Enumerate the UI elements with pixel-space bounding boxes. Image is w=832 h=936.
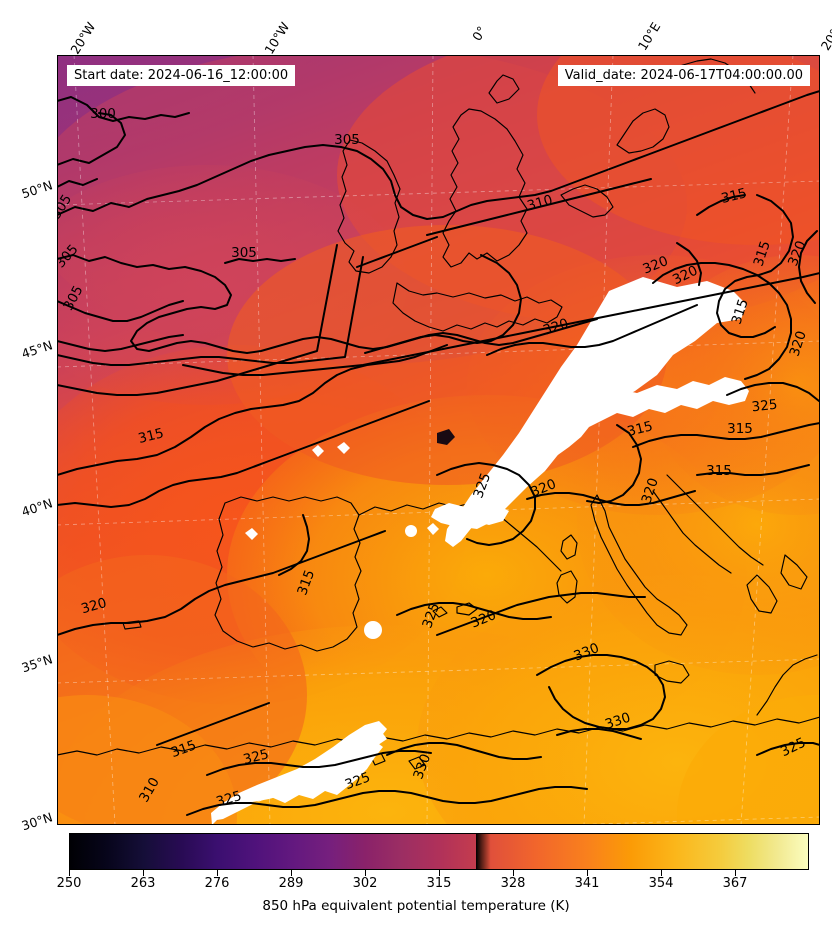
colorbar-tick-mark [291,870,292,876]
contour-label: 310 [136,775,163,805]
contour-label: 325 [470,471,494,501]
contour-label: 330 [410,752,434,782]
lat-tick-4: 30°N [19,809,55,834]
contour-label: 305 [231,245,257,261]
lat-tick-1: 45°N [19,337,55,362]
contour-label: 320 [529,476,559,500]
contour-label: 315 [729,297,752,326]
contour-label: 320 [469,607,499,631]
contour-label: 315 [751,239,774,268]
colorbar[interactable]: 250 263 276 289 302 315 328 341 354 367 [57,833,809,891]
map-clip: 300 305 305 305 305 305 310 315 315 315 315 315 315 3… [57,55,820,825]
contour-label: 315 [720,185,749,207]
contour-label: 305 [334,132,360,148]
colorbar-tick-mark [587,870,588,876]
contour-label: 315 [294,568,318,598]
contour-lines [57,55,820,816]
contour-label: 320 [79,595,108,617]
lat-tick-2: 40°N [19,495,55,520]
contour-label: 315 [626,418,655,440]
colorbar-tick-mark [143,870,144,876]
colorbar-tick-label: 263 [130,876,156,891]
lat-tick-0: 50°N [19,177,55,202]
colorbar-tick-mark [365,870,366,876]
colorbar-gradient [69,833,809,870]
colorbar-tick-mark [661,870,662,876]
contour-label: 330 [603,710,632,733]
contour-label: 320 [787,329,810,358]
colorbar-tick-label: 328 [500,876,526,891]
colorbar-tick-label: 354 [648,876,674,891]
colorbar-tick-label: 341 [574,876,600,891]
colorbar-tick-label: 276 [204,876,230,891]
colorbar-tick-label: 367 [722,876,748,891]
valid-date-label: Valid_date: 2024-06-17T04:00:00.00 [557,65,810,86]
start-date-label: Start date: 2024-06-16_12:00:00 [67,65,296,86]
colorbar-tick-mark [69,870,70,876]
colorbar-tick-label: 250 [56,876,82,891]
contour-label: 315 [706,463,732,479]
lat-tick-3: 35°N [19,651,55,676]
contour-label: 315 [137,425,166,447]
contour-label: 300 [90,106,116,122]
contour-label: 325 [214,788,243,810]
colorbar-tick-mark [513,870,514,876]
contour-label: 330 [572,640,602,664]
contour-label: 315 [727,421,753,437]
temperature-field [57,55,820,825]
colorbar-tick-label: 302 [352,876,378,891]
contour-label: 325 [419,601,443,631]
colorbar-tick-label: 315 [426,876,452,891]
graticule [57,55,820,825]
contour-label: 325 [242,746,271,768]
contour-label: 320 [670,263,700,289]
colorbar-tick-mark [217,870,218,876]
colorbar-tick-mark [439,870,440,876]
contour-label: 305 [60,283,86,313]
colorbar-ticks: 250 263 276 289 302 315 328 341 354 367 [57,870,809,896]
contour-label: 320 [785,239,809,269]
colorbar-tick-label: 289 [278,876,304,891]
contour-label: 325 [751,397,778,416]
terrain-mask [211,277,749,825]
contour-label: 315 [169,737,199,761]
contour-label: 310 [525,192,554,214]
contour-label: 305 [57,241,82,271]
contour-label: 305 [57,192,75,222]
contour-label: 320 [541,316,570,339]
map-panel[interactable]: 300 305 305 305 305 305 310 315 315 315 315 315 315 3… [57,55,820,825]
contour-label: 325 [343,769,373,793]
contour-label: 325 [778,735,808,761]
contour-label: 320 [641,253,671,277]
colorbar-title: 850 hPa equivalent potential temperature… [262,898,570,914]
colorbar-tick-mark [735,870,736,876]
contour-label: 320 [639,476,662,505]
